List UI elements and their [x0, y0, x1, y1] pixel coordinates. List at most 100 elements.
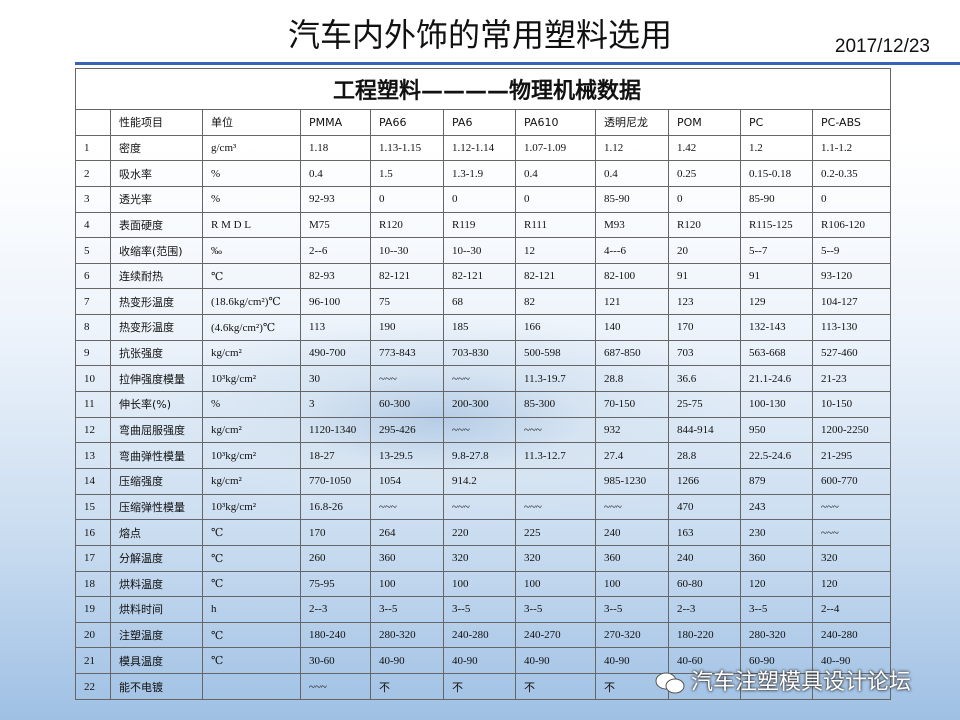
table-cell: 166: [515, 314, 596, 341]
table-cell: ~~~: [300, 673, 371, 700]
table-cell: 1.1-1.2: [811, 134, 892, 162]
table-cell: 36.6: [668, 365, 741, 393]
table-row: 1 密度 g/cm³ 1.18 1.13-1.15 1.12-1.14 1.07-1.09 1…: [75, 134, 892, 162]
table-cell: 82: [515, 288, 596, 316]
table-cell: 拉伸强度模量: [110, 365, 203, 393]
table-cell: 18-27: [300, 442, 371, 469]
table-cell: 不: [515, 673, 596, 700]
table-cell: 82-93: [300, 262, 371, 290]
table-cell: 0.25: [668, 160, 741, 187]
table-cell: 21-295: [811, 442, 892, 469]
table-cell: 914.2: [443, 467, 516, 495]
table-cell: 75: [370, 288, 444, 316]
table-cell: 6: [75, 262, 111, 290]
table-cell: 4: [75, 211, 111, 239]
table-cell: 170: [668, 314, 741, 341]
table-cell: 2: [75, 160, 111, 187]
table-cell: 104-127: [811, 288, 892, 316]
table-cell: 烘料温度: [110, 570, 203, 598]
table-cell: 7: [75, 288, 111, 316]
table-row: 16 熔点 ℃ 170 264 220 225 240 163 230 ~~~: [75, 519, 892, 546]
table-cell: 13-29.5: [370, 442, 444, 469]
table-cell: kg/cm²: [202, 339, 301, 367]
table-cell: 0: [811, 185, 892, 213]
table-cell: [202, 673, 301, 700]
table-cell: 132-143: [740, 314, 813, 341]
table-cell: 140: [595, 314, 669, 341]
table-cell: 96-100: [300, 288, 371, 316]
table-cell: 243: [740, 493, 813, 521]
header-row: 性能项目 单位 PMMA PA66 PA6 PA610 透明尼龙 POM PC PC-ABS: [75, 109, 892, 136]
table-cell: 2--3: [300, 596, 371, 623]
date: 2017/12/23: [834, 36, 930, 57]
table-cell: 9: [75, 339, 111, 367]
table-cell: 2--4: [811, 596, 892, 623]
table-cell: [515, 467, 596, 495]
table-cell: 3--5: [595, 596, 669, 623]
table-cell: 82-121: [443, 262, 516, 290]
table-cell: M75: [300, 211, 371, 239]
table-cell: 14: [75, 467, 111, 495]
table-cell: 3--5: [740, 596, 813, 623]
table-cell: ℃: [202, 647, 301, 675]
table-cell: 500-598: [515, 339, 596, 367]
table-cell: 10--30: [370, 237, 444, 264]
table-row: 4 表面硬度 R M D L M75 R120 R119 R111 M93 R120 R115-1…: [75, 211, 892, 239]
table-cell: 热变形温度: [110, 314, 203, 341]
table-row: 6 连续耐热 ℃ 82-93 82-121 82-121 82-121 82-100 91 91 9…: [75, 262, 892, 290]
table-cell: 18: [75, 570, 111, 598]
table-cell: ~~~: [370, 493, 444, 521]
table-cell: R120: [370, 211, 444, 239]
table-cell: g/cm³: [202, 134, 301, 162]
table-cell: 连续耐热: [110, 262, 203, 290]
table-cell: 40-90: [515, 647, 596, 675]
table-cell: ℃: [202, 570, 301, 598]
table-cell: 12: [515, 237, 596, 264]
table-cell: 表面硬度: [110, 211, 203, 239]
table-cell: 85-90: [740, 185, 813, 213]
table-cell: 470: [668, 493, 741, 521]
table-cell: 烘料时间: [110, 596, 203, 623]
table-cell: 8: [75, 314, 111, 341]
table-cell: 120: [740, 570, 813, 598]
table-cell: 1120-1340: [300, 416, 371, 444]
table-cell: 600-770: [811, 467, 892, 495]
table-cell: 11.3-12.7: [515, 442, 596, 469]
table-cell: 分解温度: [110, 544, 203, 572]
table-cell: 抗张强度: [110, 339, 203, 367]
table-row: 2 吸水率% 0.4 1.5 1.3-1.9 0.4 0.4 0.25 0.15-0.18 0.2…: [75, 160, 892, 187]
table-cell: 240-270: [515, 621, 596, 649]
table-cell: 21.1-24.6: [740, 365, 813, 393]
table-cell: 950: [740, 416, 813, 444]
table-cell: 82-121: [515, 262, 596, 290]
table-cell: 100: [443, 570, 516, 598]
table-cell: 13: [75, 442, 111, 469]
table-cell: 1: [75, 134, 111, 162]
table-cell: 85-90: [595, 185, 669, 213]
wechat-icon: [655, 672, 685, 694]
table-cell: 129: [740, 288, 813, 316]
table-row: 5 收缩率(范围) ‰ 2--6 10--30 10--30 12 4---6 20 5--7 5-…: [75, 237, 892, 264]
table-cell: PC: [740, 109, 813, 136]
table-cell: 0: [443, 185, 516, 213]
table-cell: 1.13-1.15: [370, 134, 444, 162]
table-cell: ~~~: [811, 519, 892, 546]
table-cell: 0.15-0.18: [740, 160, 813, 187]
table-cell: 1.42: [668, 134, 741, 162]
table-cell: PA66: [370, 109, 444, 136]
table-cell: 模具温度: [110, 647, 203, 675]
table-cell: 360: [370, 544, 444, 572]
table-cell: 16: [75, 519, 111, 546]
table-cell: 12: [75, 416, 111, 444]
watermark-text: 汽车注塑模具设计论坛: [691, 670, 912, 695]
table-cell: 120: [811, 570, 892, 598]
table-cell: 68: [443, 288, 516, 316]
table-row: 14 压缩强度 kg/cm² 770-1050 1054 914.2 985-1230 126…: [75, 467, 892, 495]
data-table: 工程塑料————物理机械数据 性能项目 单位 PMMA PA66 PA6 PA610 透明尼龙…: [74, 68, 892, 700]
table-cell: 压缩强度: [110, 467, 203, 495]
table-cell: 20: [668, 237, 741, 264]
table-cell: 30: [300, 365, 371, 393]
table-cell: h: [202, 596, 301, 623]
table-cell: 21: [75, 647, 111, 675]
